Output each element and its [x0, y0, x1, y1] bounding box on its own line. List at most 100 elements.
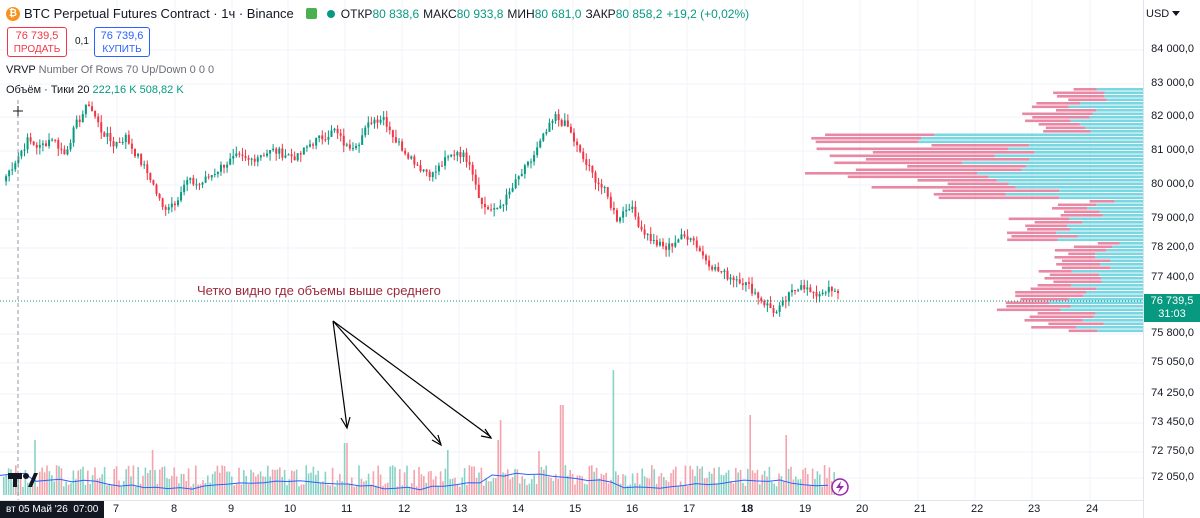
volume-bar	[171, 475, 173, 495]
profile-row-down	[1038, 123, 1080, 126]
volume-bar	[600, 473, 603, 495]
volume-bar	[120, 486, 123, 495]
currency-label[interactable]: USD	[1146, 8, 1170, 20]
volume-bar	[528, 483, 531, 495]
volume-bar	[737, 472, 739, 495]
symbol-title[interactable]: BTC Perpetual Futures Contract · 1ч · Bi…	[24, 6, 294, 21]
volume-bar	[514, 468, 516, 495]
candle-body	[293, 156, 296, 161]
volume-bar	[310, 472, 312, 495]
profile-row-up	[1104, 91, 1143, 95]
volume-bar	[610, 479, 612, 495]
candle-body	[757, 292, 760, 299]
candle-body	[192, 178, 195, 185]
volume-bar	[214, 471, 216, 495]
candle-body	[60, 148, 63, 150]
profile-row-down	[847, 175, 989, 179]
candle-body	[612, 207, 615, 211]
candle-body	[563, 120, 566, 126]
volume-bar	[754, 472, 756, 495]
candle-body	[367, 122, 370, 128]
volume-bar	[408, 486, 411, 495]
volume-bar	[147, 473, 149, 495]
volume-bar	[427, 471, 430, 495]
profile-row-down	[1031, 326, 1076, 329]
profile-row-up	[1080, 102, 1143, 105]
volume-bar	[67, 484, 70, 495]
annotation-text[interactable]: Четко видно где объемы выше среднего	[197, 283, 441, 298]
market-status-icon[interactable]	[305, 8, 317, 19]
volume-bar	[154, 469, 156, 495]
candle-body	[84, 104, 87, 115]
volume-bar	[406, 465, 408, 495]
volume-bar	[471, 466, 473, 495]
volume-bar	[723, 475, 725, 495]
candle-body	[78, 119, 81, 123]
candle-body	[459, 152, 462, 158]
volume-bar	[51, 475, 53, 495]
volume-bar	[127, 465, 130, 495]
price-axis[interactable]: 84 000,0 83 000,0 82 000,0 81 000,0 80 000,0…	[1143, 0, 1200, 518]
chart-plot-area[interactable]: ₿ BTC Perpetual Futures Contract · 1ч · …	[0, 0, 1143, 500]
volume-bar	[499, 420, 502, 495]
volume-bar	[247, 484, 250, 495]
candle-body	[797, 289, 800, 291]
sell-button[interactable]: 76 739,5 ПРОДАТЬ	[7, 27, 67, 57]
volume-bar	[295, 469, 298, 495]
candle-body	[833, 290, 836, 292]
candle-body	[557, 114, 560, 121]
volume-bar	[478, 472, 480, 495]
currency-dropdown-icon[interactable]	[1172, 11, 1180, 16]
candle-body	[130, 143, 133, 149]
profile-row-down	[1029, 315, 1094, 319]
volume-value-a: 222,16 K	[92, 84, 137, 96]
candle-body	[158, 193, 161, 199]
volume-bar	[298, 486, 300, 495]
volume-bar	[370, 484, 372, 495]
profile-row-up	[1077, 235, 1143, 238]
profile-row-down	[1006, 305, 1071, 308]
volume-bar	[795, 476, 797, 495]
candle-body	[91, 106, 94, 111]
profile-row-down	[1061, 259, 1111, 263]
profile-row-down	[1006, 231, 1057, 235]
time-tick: 15	[569, 503, 582, 515]
candle-body	[514, 179, 517, 188]
spread-value: 0,1	[75, 36, 89, 47]
candle-body	[32, 141, 35, 145]
time-axis[interactable]: 7 8 9 10 11 12 13 14 15 16 17 18 19 20 21 22 23 24 вт 05 …	[0, 500, 1143, 518]
candle-body	[794, 290, 797, 292]
volume-bar	[615, 471, 617, 495]
volume-bar	[823, 465, 826, 495]
profile-row-down	[933, 193, 1006, 196]
volume-bar	[773, 483, 775, 495]
volume-bar	[139, 483, 142, 495]
candle-body	[275, 148, 278, 154]
candle-body	[272, 148, 275, 151]
volume-bar	[389, 466, 391, 495]
volume-bar	[507, 469, 509, 495]
vrvp-legend[interactable]: VRVP Number Of Rows 70 Up/Down 0 0 0	[6, 64, 214, 76]
candle-body	[665, 246, 668, 250]
buy-button[interactable]: 76 739,6 КУПИТЬ	[94, 27, 150, 57]
candle-body	[364, 127, 367, 136]
volume-legend[interactable]: Объём · Тики 20 222,16 K 508,82 K	[6, 84, 184, 96]
time-tick: 24	[1086, 503, 1099, 515]
candle-body	[216, 171, 219, 174]
time-tick: 20	[856, 503, 869, 515]
volume-ma-line	[0, 472, 829, 491]
profile-row-down	[1051, 207, 1088, 210]
volume-bar	[183, 474, 185, 495]
candle-body	[382, 117, 385, 120]
volume-bar	[367, 473, 370, 495]
profile-row-down	[825, 133, 935, 137]
candle-body	[290, 154, 293, 157]
candle-body	[732, 277, 735, 280]
candle-body	[422, 169, 425, 172]
close-value: 80 858,2	[615, 6, 663, 21]
profile-row-up	[1093, 315, 1143, 319]
candle-body	[404, 150, 407, 154]
candle-body	[204, 176, 207, 183]
candle-body	[634, 206, 637, 217]
volume-bar	[343, 443, 346, 495]
